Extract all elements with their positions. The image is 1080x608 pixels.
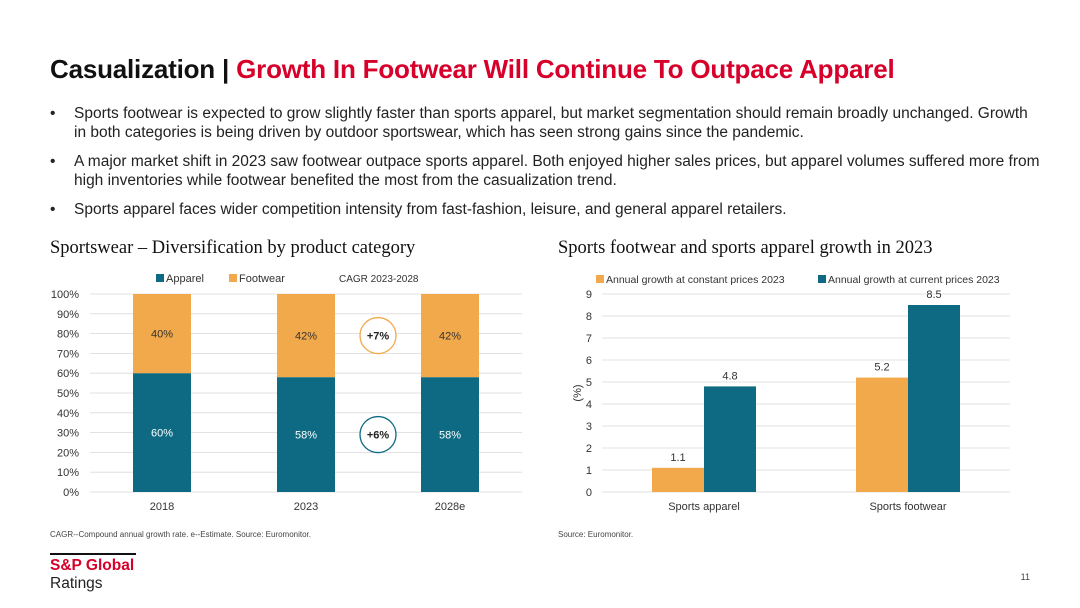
y-tick-label: 9 xyxy=(586,289,592,301)
y-tick-label: 3 xyxy=(586,421,592,433)
bar-value-label: 60% xyxy=(151,428,173,440)
bar xyxy=(908,305,960,492)
x-tick-label: Sports footwear xyxy=(869,501,946,513)
sp-global-logo: S&P Global Ratings xyxy=(50,553,136,593)
y-tick-label: 5 xyxy=(586,377,592,389)
bar-value-label: 42% xyxy=(295,331,317,343)
x-tick-label: 2018 xyxy=(150,501,174,513)
y-tick-label: 0 xyxy=(586,487,592,499)
y-tick-label: 10% xyxy=(57,467,79,479)
bullet-list: Sports footwear is expected to grow slig… xyxy=(50,104,1040,229)
bar-segment xyxy=(133,294,191,374)
y-tick-label: 2 xyxy=(586,443,592,455)
y-tick-label: 8 xyxy=(586,311,592,323)
y-tick-label: 60% xyxy=(57,368,79,380)
bar-segment xyxy=(277,294,335,378)
bar-value-label: 42% xyxy=(439,331,461,343)
left-chart-title: Sportswear – Diversification by product … xyxy=(50,238,416,258)
cagr-annotation-circle xyxy=(359,415,397,454)
bar-value-label: 4.8 xyxy=(722,370,737,382)
logo-line-1: S&P Global xyxy=(50,557,135,574)
page-number: 11 xyxy=(1020,572,1030,582)
title-prefix: Casualization | xyxy=(50,54,237,84)
y-tick-label: 90% xyxy=(57,309,79,321)
bullet-item: A major market shift in 2023 saw footwea… xyxy=(50,152,1040,190)
logo-rule xyxy=(50,553,136,555)
y-tick-label: 0% xyxy=(63,487,79,499)
x-tick-label: 2028e xyxy=(435,501,466,513)
legend-swatch xyxy=(596,275,604,283)
slide-title: Casualization | Growth In Footwear Will … xyxy=(50,54,895,85)
y-tick-label: 70% xyxy=(57,348,79,360)
bullet-item: Sports footwear is expected to grow slig… xyxy=(50,104,1040,142)
bar xyxy=(652,467,704,492)
bar-value-label: 58% xyxy=(295,430,317,442)
bar-value-label: 1.1 xyxy=(670,452,685,464)
cagr-annotation-label: +6% xyxy=(367,430,390,442)
y-tick-label: 50% xyxy=(57,388,79,400)
y-tick-label: 100% xyxy=(51,289,79,301)
logo-line-2: Ratings xyxy=(50,575,103,592)
legend-label: Apparel xyxy=(166,273,204,285)
left-chart-source-note: CAGR--Compound annual growth rate. e--Es… xyxy=(50,530,312,539)
bar-segment xyxy=(277,377,335,492)
bar xyxy=(856,377,908,492)
y-tick-label: 20% xyxy=(57,447,79,459)
bar-segment xyxy=(421,377,479,492)
cagr-annotation-label: +7% xyxy=(367,331,390,343)
bar-segment xyxy=(133,373,191,492)
legend-label: Footwear xyxy=(239,273,285,285)
legend-label: Annual growth at constant prices 2023 xyxy=(606,274,785,286)
y-tick-label: 1 xyxy=(586,465,592,477)
grouped-bar-chart: 0 1 2 3 4 5 6 7 8 9 (%) Annual growth at constant p… xyxy=(572,274,1010,513)
right-chart-title: Sports footwear and sports apparel growt… xyxy=(558,238,933,258)
right-chart-source-note: Source: Euromonitor. xyxy=(558,530,634,539)
y-tick-label: 80% xyxy=(57,329,79,341)
bar-value-label: 40% xyxy=(151,329,173,341)
title-highlight: Growth In Footwear Will Continue To Outp… xyxy=(236,54,895,84)
legend-label: Annual growth at current prices 2023 xyxy=(828,274,1000,286)
stacked-bar-chart: 0% 10% 20% 30% 40% 50% 60% 70% 80% 90% 100% Apparel… xyxy=(51,273,522,513)
bar-segment xyxy=(421,294,479,378)
bar-value-label: 5.2 xyxy=(874,362,889,374)
y-tick-label: 30% xyxy=(57,428,79,440)
legend-swatch xyxy=(156,274,164,282)
cagr-annotation-circle xyxy=(359,316,397,355)
y-tick-label: 4 xyxy=(586,399,592,411)
legend-swatch xyxy=(818,275,826,283)
y-axis-label: (%) xyxy=(572,384,584,401)
bar xyxy=(704,386,756,492)
x-tick-label: Sports apparel xyxy=(668,501,740,513)
y-tick-label: 7 xyxy=(586,333,592,345)
y-tick-label: 40% xyxy=(57,408,79,420)
x-tick-label: 2023 xyxy=(294,501,318,513)
bullet-item: Sports apparel faces wider competition i… xyxy=(50,200,1040,219)
y-tick-label: 6 xyxy=(586,355,592,367)
legend-swatch xyxy=(229,274,237,282)
legend-cagr-label: CAGR 2023-2028 xyxy=(339,274,419,285)
bar-value-label: 8.5 xyxy=(926,289,941,301)
bar-value-label: 58% xyxy=(439,430,461,442)
